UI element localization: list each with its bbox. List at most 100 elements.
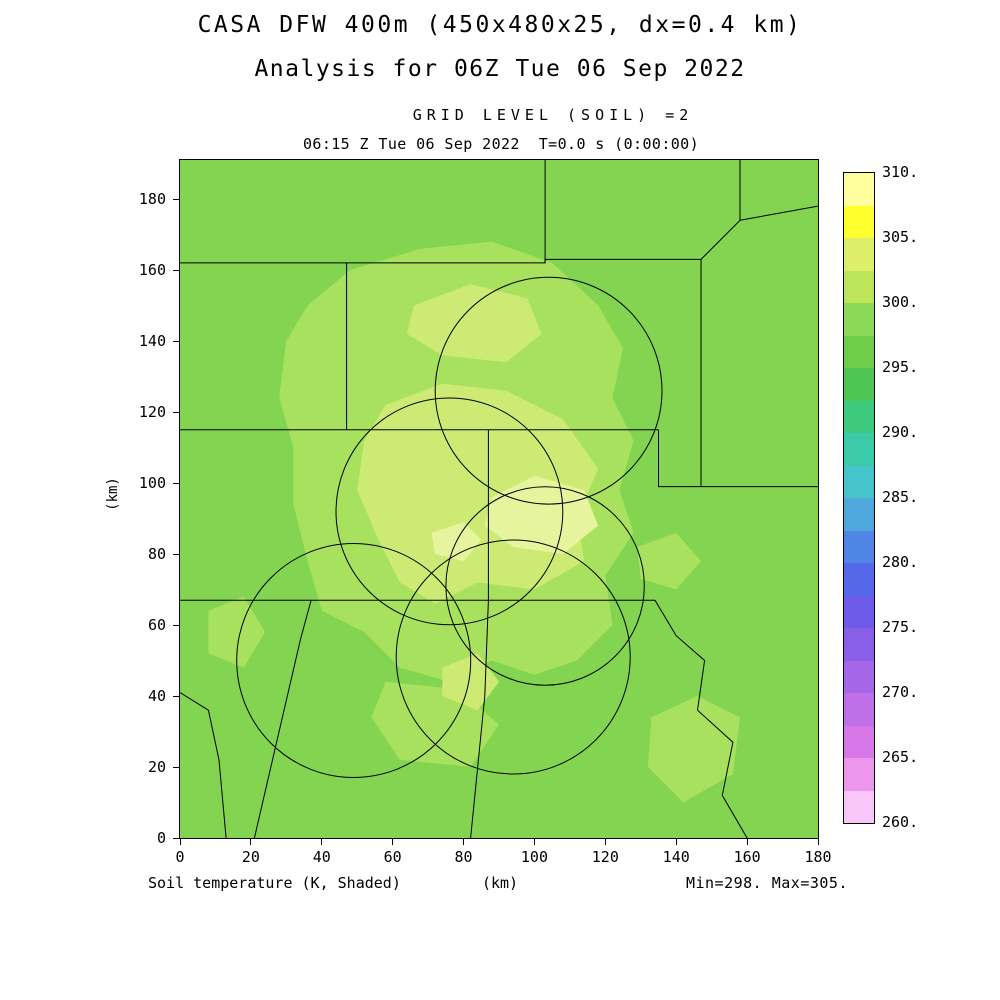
y-tick-mark: [173, 553, 180, 555]
y-axis-ticks: 0 20 40 60 80 100 120 140 160 180: [0, 160, 180, 847]
colorbar-block: [844, 693, 874, 726]
x-tick-mark: [746, 838, 748, 845]
colorbar-block: [844, 498, 874, 531]
colorbar-block: [844, 205, 874, 238]
x-tick-label: 0: [175, 848, 185, 866]
field-description-label: Soil temperature (K, Shaded): [148, 874, 401, 892]
colorbar-block: [844, 335, 874, 368]
colorbar-block: [844, 595, 874, 628]
x-tick-mark: [817, 838, 819, 845]
soil-temperature-map: [180, 160, 818, 838]
colorbar-block: [844, 303, 874, 336]
colorbar-block: [844, 628, 874, 661]
y-tick-mark: [173, 766, 180, 768]
colorbar-tick-label: 310.: [882, 163, 919, 181]
x-tick-mark: [321, 838, 323, 845]
colorbar-block: [844, 465, 874, 498]
y-tick-mark: [173, 411, 180, 413]
plot-subtitle: Analysis for 06Z Tue 06 Sep 2022: [254, 56, 746, 82]
colorbar-block: [844, 368, 874, 401]
colorbar-tick-label: 260.: [882, 813, 919, 831]
x-tick-label: 120: [591, 848, 619, 866]
y-tick-label: 100: [138, 474, 166, 493]
county-boundary-line: [700, 160, 741, 260]
colorbar-block: [844, 433, 874, 466]
x-axis-ticks: 0 20 40 60 80 100 120 140 160 180: [175, 838, 832, 880]
y-tick-mark: [173, 695, 180, 697]
temperature-shaded-region: [647, 696, 740, 803]
colorbar-block: [844, 270, 874, 303]
colorbar-tick-label: 265.: [882, 748, 919, 766]
temperature-shaded-region: [484, 475, 599, 554]
x-tick-mark: [250, 838, 252, 845]
temperature-shaded-region: [637, 532, 701, 590]
x-tick-label: 140: [662, 848, 690, 866]
y-tick-mark: [173, 482, 180, 484]
x-tick-mark: [533, 838, 535, 845]
x-tick-label: 180: [804, 848, 832, 866]
x-tick-mark: [463, 838, 465, 845]
y-tick-label: 0: [156, 829, 166, 847]
x-tick-mark: [179, 838, 181, 845]
radar-range-circle: [335, 397, 564, 626]
analysis-time-label: 06:15 Z Tue 06 Sep 2022 T=0.0 s (0:00:00…: [302, 135, 700, 153]
colorbar: [843, 172, 875, 824]
x-tick-mark: [675, 838, 677, 845]
county-boundary-line: [654, 599, 748, 838]
colorbar-block: [844, 725, 874, 758]
x-tick-label: 20: [241, 848, 260, 866]
colorbar-block: [844, 173, 874, 206]
county-boundary-line: [658, 429, 818, 488]
y-tick-label: 60: [147, 616, 166, 635]
y-tick-label: 40: [147, 687, 166, 705]
colorbar-tick-label: 290.: [882, 423, 919, 441]
colorbar-tick-label: 275.: [882, 618, 919, 636]
county-boundary-line: [470, 600, 489, 838]
x-tick-label: 60: [383, 848, 402, 866]
colorbar-block: [844, 400, 874, 433]
y-tick-mark: [173, 269, 180, 271]
x-tick-label: 160: [733, 848, 761, 866]
colorbar-tick-label: 285.: [882, 488, 919, 506]
min-max-label: Min=298. Max=305.: [685, 874, 848, 892]
x-axis-label: (km): [481, 874, 519, 892]
county-boundary-line: [253, 600, 312, 838]
radar-range-circle: [395, 539, 631, 775]
radar-range-circle: [434, 276, 663, 505]
radar-range-circle: [236, 543, 472, 778]
x-tick-label: 100: [520, 848, 548, 866]
colorbar-tick-label: 280.: [882, 553, 919, 571]
y-tick-label: 140: [138, 332, 166, 351]
colorbar-labels: 310. 305. 300. 295. 290. 285. 280. 275. 270. 265.…: [882, 164, 942, 831]
plot-title: CASA DFW 400m (450x480x25, dx=0.4 km): [197, 12, 803, 38]
x-tick-mark: [392, 838, 394, 845]
radar-range-circle: [445, 486, 645, 686]
x-tick-mark: [604, 838, 606, 845]
y-tick-label: 120: [138, 403, 166, 422]
y-tick-label: 80: [147, 545, 166, 564]
colorbar-block: [844, 563, 874, 596]
map-plot-area: [179, 159, 819, 839]
colorbar-tick-label: 295.: [882, 358, 919, 376]
colorbar-block: [844, 238, 874, 271]
temperature-shaded-region: [406, 284, 542, 363]
y-tick-mark: [173, 340, 180, 342]
colorbar-tick-label: 270.: [882, 683, 919, 701]
grid-level-label: GRID LEVEL (SOIL) =2: [412, 106, 694, 124]
colorbar-block: [844, 660, 874, 693]
y-tick-mark: [173, 624, 180, 626]
colorbar-blocks: [844, 173, 874, 823]
colorbar-block: [844, 758, 874, 791]
colorbar-tick-label: 300.: [882, 293, 919, 311]
y-tick-mark: [173, 198, 180, 200]
colorbar-block: [844, 790, 874, 823]
x-tick-label: 80: [454, 848, 473, 866]
county-boundary-line: [180, 258, 701, 264]
y-tick-label: 180: [138, 190, 166, 209]
county-boundary-line: [180, 692, 227, 838]
colorbar-tick-label: 305.: [882, 228, 919, 246]
y-tick-label: 160: [138, 261, 166, 280]
y-tick-mark: [173, 837, 180, 839]
y-tick-label: 20: [147, 758, 166, 776]
